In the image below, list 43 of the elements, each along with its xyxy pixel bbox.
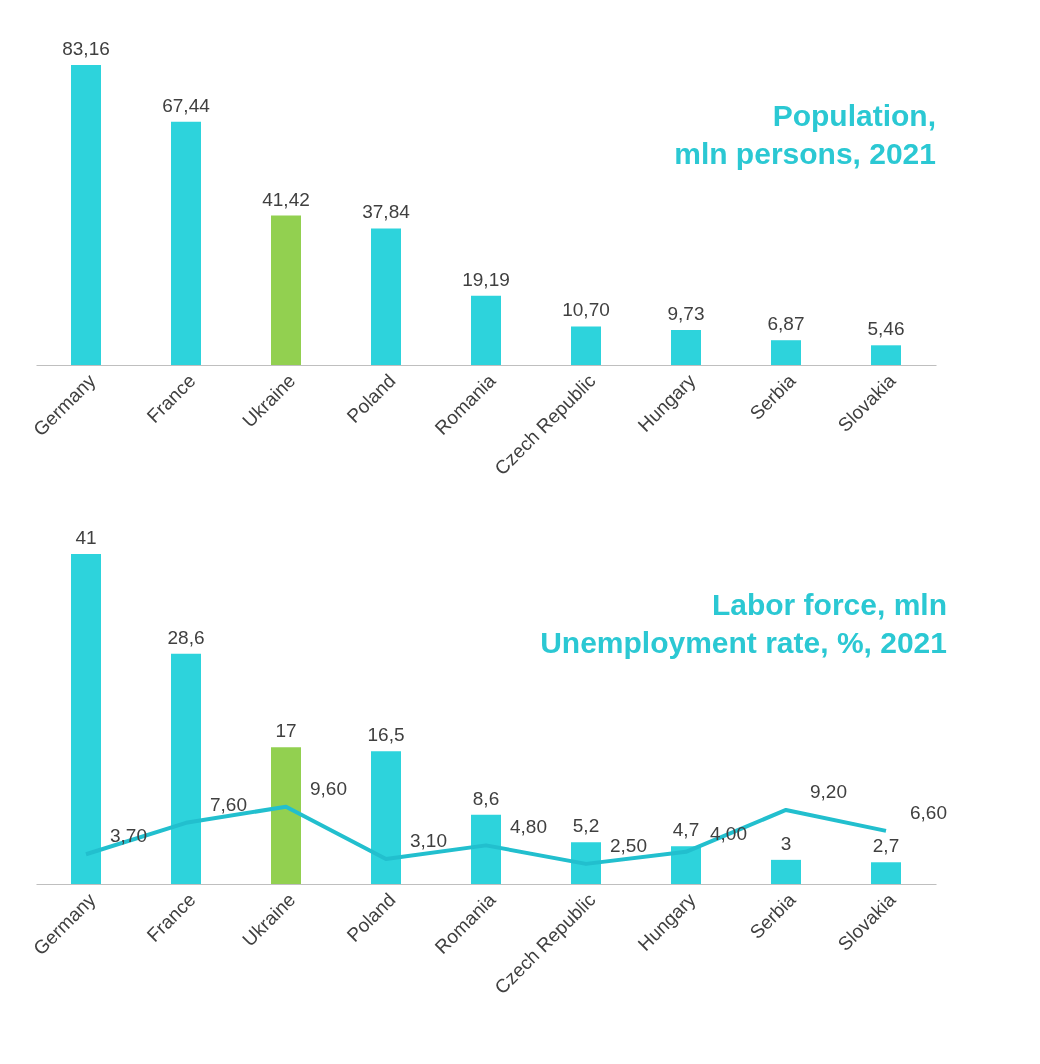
data-label: 4,7 <box>672 819 700 841</box>
bar <box>671 329 701 365</box>
data-label: 9,60 <box>310 777 347 799</box>
bar <box>171 653 201 884</box>
bar <box>471 295 501 365</box>
bar <box>71 554 101 884</box>
data-label: 83,16 <box>62 38 110 59</box>
data-label: 37,84 <box>362 201 411 223</box>
data-label: 10,70 <box>562 299 610 321</box>
data-label: 19,19 <box>462 268 510 290</box>
text: Labor force, mln Unemployment rate, %, 2021 <box>540 588 947 659</box>
data-label: 9,73 <box>667 302 705 324</box>
bar <box>271 215 301 365</box>
data-label: 8,6 <box>472 787 500 809</box>
bar <box>571 326 601 365</box>
bar <box>271 747 301 884</box>
data-label: 7,60 <box>210 793 247 815</box>
data-label: 9,20 <box>810 780 847 802</box>
data-label: 67,44 <box>162 94 211 116</box>
data-label: 41,42 <box>262 188 310 210</box>
bar <box>171 121 201 365</box>
bar <box>471 814 501 884</box>
data-label: 6,87 <box>767 313 805 335</box>
bar <box>871 345 901 365</box>
data-label: 17 <box>275 720 297 742</box>
data-label: 2,7 <box>872 835 900 857</box>
data-label: 28,6 <box>167 626 205 648</box>
data-label: 5,46 <box>867 318 905 340</box>
data-label: 3 <box>780 832 792 854</box>
data-label: 3,10 <box>410 830 447 852</box>
data-label: 2,50 <box>610 834 647 856</box>
bar <box>771 340 801 365</box>
data-label: 4,80 <box>510 816 547 838</box>
text: Population, mln persons, 2021 <box>674 99 936 170</box>
bar <box>871 862 901 884</box>
bar <box>371 751 401 884</box>
bar <box>71 65 101 365</box>
data-label: 6,60 <box>910 801 947 823</box>
data-label: 5,2 <box>572 815 600 837</box>
data-label: 16,5 <box>367 724 405 746</box>
bar <box>371 228 401 365</box>
bar <box>771 859 801 884</box>
data-label: 41 <box>75 527 97 548</box>
